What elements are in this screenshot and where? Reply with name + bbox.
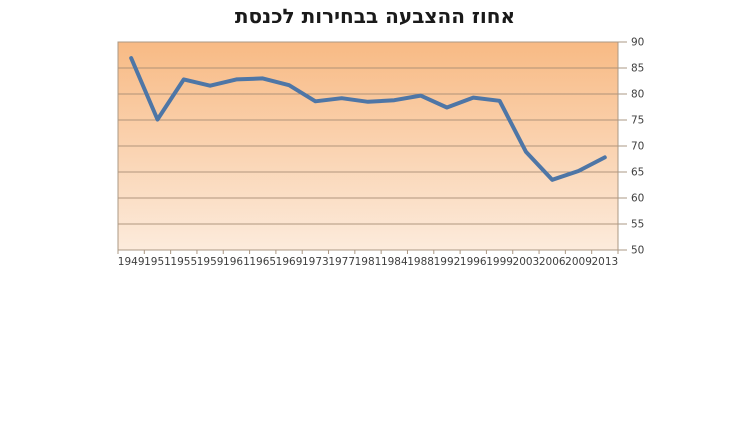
y-axis-label: 70 — [631, 141, 644, 153]
x-axis-label: 1965 — [249, 256, 276, 268]
x-axis-label: 1977 — [328, 256, 355, 268]
y-axis-label: 60 — [631, 193, 644, 205]
chart-title: אחוז ההצבעה בבחירות לכנסת — [234, 4, 516, 28]
x-axis-label: 2003 — [513, 256, 540, 268]
x-axis-label: 2009 — [565, 256, 592, 268]
x-axis-label: 1992 — [434, 256, 461, 268]
y-axis-label: 55 — [631, 219, 644, 231]
x-axis-label: 1951 — [144, 256, 171, 268]
x-axis-label: 1981 — [355, 256, 382, 268]
x-axis-label: 1955 — [170, 256, 197, 268]
turnout-line — [129, 56, 607, 182]
x-axis-label: 1988 — [407, 256, 434, 268]
turnout-line-chart: 50 55 60 65 70 75 80 85 90 1949 1951 1955 1959 1961 19… — [117, 37, 644, 268]
y-axis-label: 75 — [631, 115, 644, 127]
x-axis-label: 2006 — [539, 256, 566, 268]
x-axis-label: 1996 — [460, 256, 487, 268]
y-axis-label: 80 — [631, 89, 644, 101]
x-axis-label: 1973 — [302, 256, 329, 268]
y-axis-label: 85 — [631, 63, 644, 75]
x-axis-label: 1959 — [197, 256, 224, 268]
x-axis-label: 1999 — [486, 256, 513, 268]
x-axis-label: 2013 — [591, 256, 618, 268]
y-axis-label: 65 — [631, 167, 644, 179]
x-axis-label: 1984 — [381, 256, 408, 268]
y-axis-label: 50 — [631, 245, 644, 257]
x-axis-label: 1961 — [223, 256, 250, 268]
y-axis-label: 90 — [631, 37, 644, 49]
x-axis-label: 1969 — [276, 256, 303, 268]
x-axis-label: 1949 — [118, 256, 145, 268]
